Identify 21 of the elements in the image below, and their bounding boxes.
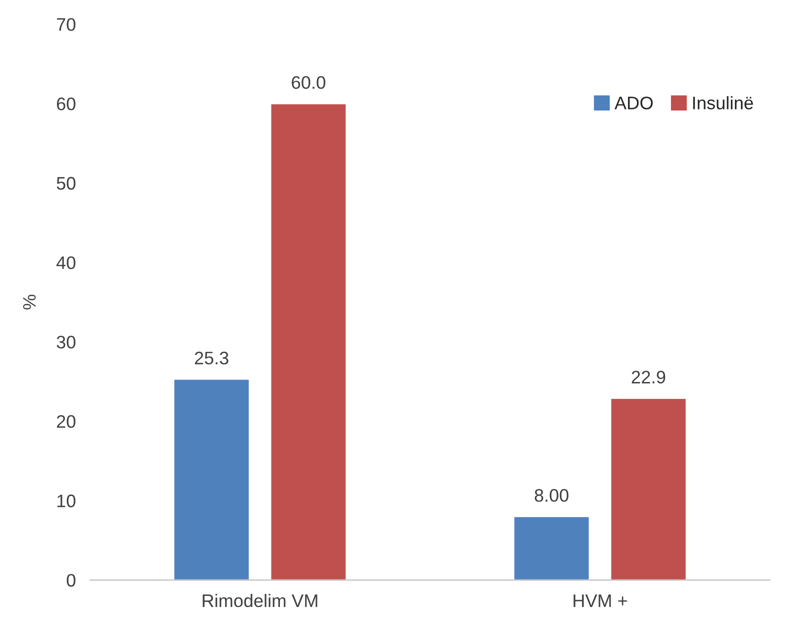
data-label: 8.00 [534, 489, 568, 502]
legend-label: ADO [614, 96, 653, 110]
legend-label: Insulinë [693, 96, 753, 110]
y-tick-label: 70 [56, 18, 76, 31]
data-label: 60.0 [292, 76, 326, 89]
data-label: 25.3 [194, 352, 228, 364]
x-tick-label: Rimodelim VM [202, 594, 318, 608]
y-tick-label: 50 [56, 176, 76, 190]
y-tick-label: 0 [66, 574, 76, 587]
y-tick-label: 20 [56, 415, 76, 428]
bar [172, 378, 250, 580]
bar [270, 102, 348, 580]
y-tick-label: 30 [56, 336, 76, 349]
y-tick-label: 10 [57, 494, 76, 508]
x-tick-label: HVM + [574, 594, 627, 607]
bar [610, 397, 688, 580]
bar [512, 516, 590, 580]
y-tick-label: 60 [56, 98, 76, 110]
y-axis-title: % [23, 294, 36, 310]
y-tick-label: 40 [56, 256, 76, 270]
data-label: 22.9 [632, 370, 666, 384]
